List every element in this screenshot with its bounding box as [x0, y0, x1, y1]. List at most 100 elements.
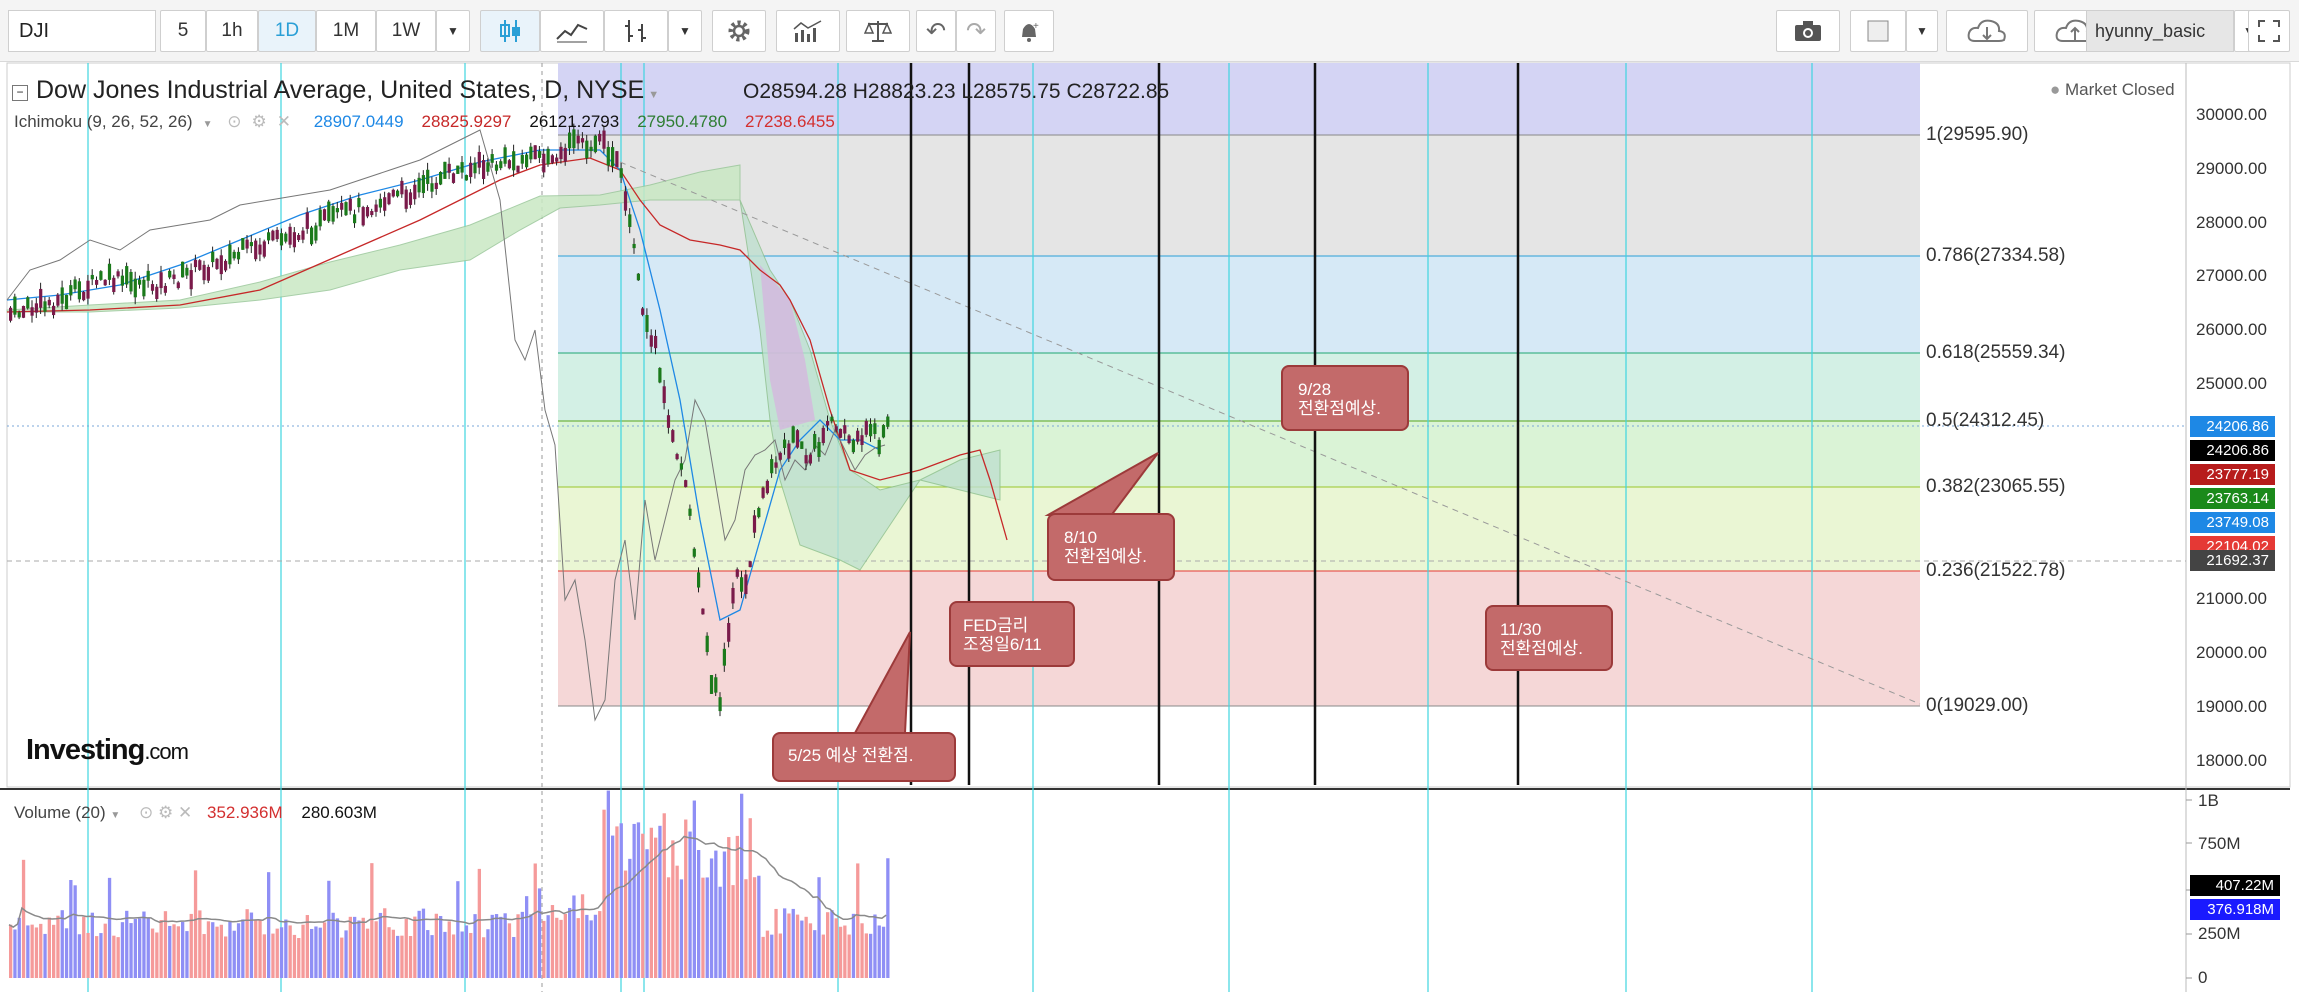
alert-button[interactable]: +	[1004, 10, 1054, 52]
symbol-input[interactable]: DJI	[8, 10, 156, 52]
candle-body	[305, 212, 309, 229]
candle-body	[589, 146, 593, 152]
candle-body	[770, 459, 774, 474]
volume-bar	[211, 922, 215, 978]
chevron-down-icon[interactable]: ▼	[202, 119, 213, 130]
layout-button[interactable]	[1850, 10, 1906, 52]
volume-bar	[619, 823, 623, 978]
candle-body	[830, 416, 834, 422]
candle-body	[555, 157, 559, 162]
volume-bar	[847, 934, 851, 978]
volume-bar	[125, 910, 129, 978]
volume-bar	[116, 937, 120, 978]
interval-dropdown-button[interactable]: ▼	[436, 10, 470, 52]
candle-body	[95, 279, 99, 285]
style-dropdown-button[interactable]: ▼	[668, 10, 702, 52]
candle-body	[17, 312, 21, 318]
close-icon[interactable]: ✕	[178, 803, 193, 822]
volume-bar	[9, 924, 13, 978]
candle-body	[86, 280, 90, 299]
indicators-button[interactable]	[776, 10, 840, 52]
candle-body	[327, 201, 331, 222]
volume-bar	[228, 921, 232, 978]
candle-body	[645, 315, 649, 332]
price-tick: 20000.00	[2196, 643, 2267, 662]
interval-5-button[interactable]: 5	[160, 10, 206, 52]
undo-button[interactable]: ↶	[916, 10, 956, 52]
candle-body	[43, 301, 47, 312]
chevron-down-icon[interactable]: ▼	[110, 810, 121, 821]
volume-bar	[606, 790, 610, 978]
candle-body	[684, 480, 688, 488]
price-tick: 30000.00	[2196, 105, 2267, 124]
candle-body	[722, 648, 726, 666]
candle-body	[138, 279, 142, 285]
volume-bar	[133, 918, 137, 978]
camera-icon	[1795, 21, 1821, 41]
candle-body	[219, 255, 223, 275]
gear-icon[interactable]: ⚙	[251, 112, 267, 131]
area-style-button[interactable]	[540, 10, 604, 52]
candle-body	[353, 214, 357, 224]
redo-button[interactable]: ↷	[956, 10, 996, 52]
user-menu[interactable]: hyunny_basic	[2086, 10, 2234, 52]
volume-bar	[598, 911, 602, 978]
volume-bar	[310, 928, 314, 978]
candle-body	[649, 335, 653, 347]
volume-bar	[13, 929, 17, 978]
volume-bar	[602, 809, 606, 978]
candle-body	[666, 415, 671, 428]
candle-body	[249, 242, 253, 247]
candle-body	[464, 175, 468, 181]
eye-icon[interactable]: ⊙	[139, 803, 154, 822]
candle-body	[391, 189, 395, 197]
candle-body	[847, 435, 851, 444]
annotation-8-10: 8/10 전환점예상.	[1064, 528, 1147, 566]
layout-dropdown-button[interactable]: ▼	[1906, 10, 1938, 52]
interval-1h-button[interactable]: 1h	[206, 10, 258, 52]
settings-button[interactable]	[712, 10, 766, 52]
volume-bar	[761, 936, 765, 978]
volume-bar	[60, 910, 64, 978]
interval-1d-button[interactable]: 1D	[258, 10, 316, 52]
volume-bar	[499, 916, 503, 978]
candle-body	[413, 184, 417, 200]
ohlc-values: O28594.28 H28823.23 L28575.75 C28722.85	[743, 80, 1170, 103]
load-chart-button[interactable]	[1946, 10, 2028, 52]
interval-1m-button[interactable]: 1M	[316, 10, 376, 52]
volume-badge: 376.918M	[2190, 899, 2280, 920]
candle-body	[211, 251, 215, 263]
fibonacci-retracement[interactable]	[558, 63, 1920, 707]
compare-button[interactable]	[846, 10, 910, 52]
price-tick: 19000.00	[2196, 697, 2267, 716]
volume-bar	[254, 919, 258, 978]
candle-body	[877, 439, 881, 455]
candle-body	[271, 230, 275, 241]
volume-bar	[86, 932, 90, 978]
eye-icon[interactable]: ⊙	[227, 112, 242, 131]
collapse-icon[interactable]: −	[12, 85, 28, 101]
volume-bar	[374, 921, 378, 978]
cloud-download-icon	[1967, 19, 2006, 42]
bars-style-button[interactable]	[604, 10, 668, 52]
candles-style-button[interactable]	[480, 10, 540, 52]
annotation-callouts[interactable]	[772, 365, 1613, 782]
volume-bar	[396, 935, 400, 978]
candle-body	[383, 197, 387, 211]
volume-bar	[813, 930, 817, 978]
candle-body	[490, 154, 494, 163]
close-icon[interactable]: ✕	[276, 112, 291, 131]
volume-bar	[17, 917, 21, 978]
candle-body	[236, 251, 241, 260]
volume-bar	[864, 933, 868, 978]
gear-icon[interactable]: ⚙	[158, 803, 174, 822]
volume-bar	[731, 885, 735, 978]
interval-1w-button[interactable]: 1W	[376, 10, 436, 52]
candle-body	[731, 587, 735, 604]
chevron-down-icon[interactable]: ▼	[648, 89, 660, 101]
volume-bar	[503, 913, 507, 978]
fullscreen-button[interactable]	[2248, 10, 2290, 52]
candle-body	[864, 420, 868, 435]
screenshot-button[interactable]	[1776, 10, 1840, 52]
